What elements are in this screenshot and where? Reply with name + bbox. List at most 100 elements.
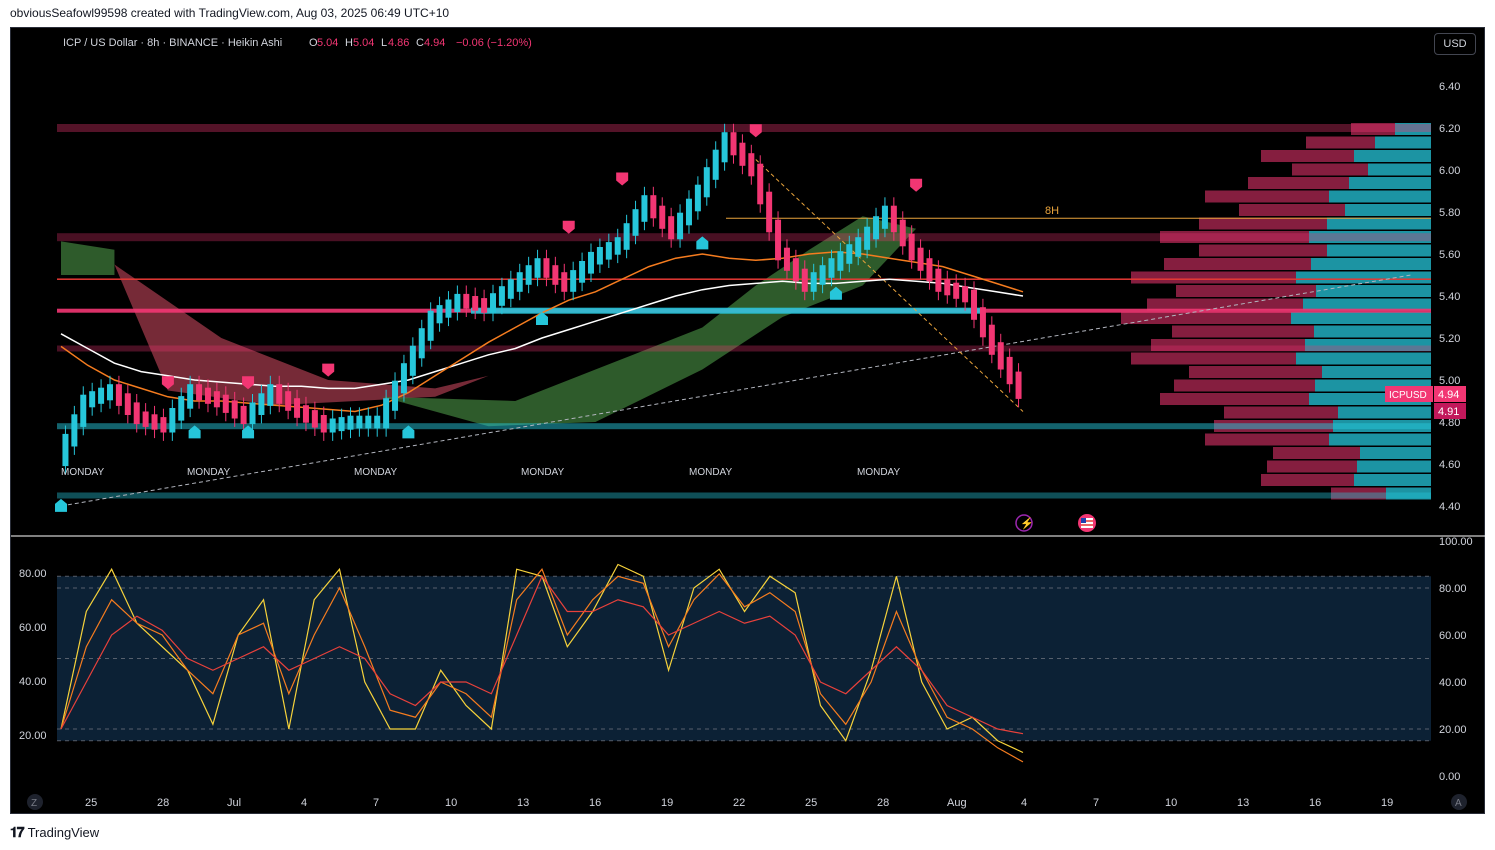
profile-bar-buy [1329, 433, 1431, 446]
buy-signal-marker [696, 236, 709, 250]
oscillator-axis-label: 0.00 [1439, 771, 1460, 783]
session-labels: MONDAY MONDAY MONDAY MONDAY MONDAY MONDA… [61, 467, 900, 478]
time-axis-label: Jul [227, 797, 241, 809]
time-axis-label: 19 [1381, 797, 1393, 809]
oscillator-left-label: 20.00 [19, 730, 47, 742]
price-level [57, 233, 1431, 242]
candle-up [454, 293, 461, 313]
oscillator-axis-label: 40.00 [1439, 677, 1467, 689]
profile-bar-buy [1309, 231, 1431, 243]
candle-down [890, 205, 897, 233]
candle-up [864, 226, 871, 250]
profile-bar-sell [1292, 163, 1368, 176]
candle-up [623, 223, 630, 250]
candle-down [935, 268, 942, 292]
profile-bar-buy [1314, 325, 1431, 338]
candle-down [222, 394, 229, 413]
profile-bar-sell [1172, 325, 1314, 338]
legend-h-value: 5.04 [353, 37, 374, 49]
candle-up [347, 415, 354, 430]
profile-bar-buy [1296, 352, 1431, 365]
cloud-bull [381, 216, 917, 427]
candle-up [365, 415, 372, 429]
buy-signal-marker [55, 498, 67, 512]
price-axis-label: 6.20 [1439, 123, 1460, 135]
candle-up [819, 265, 826, 285]
price-axis-label: 5.60 [1439, 249, 1460, 261]
candle-down [962, 286, 969, 303]
ichimoku-cloud [61, 216, 917, 427]
profile-bar-sell [1174, 379, 1315, 392]
candle-down [204, 387, 211, 404]
time-axis-label: 16 [589, 797, 601, 809]
candle-up [846, 244, 853, 264]
profile-bar-sell [1205, 190, 1329, 203]
candle-down [294, 398, 301, 418]
candle-down [481, 298, 488, 313]
candle-up [392, 380, 399, 411]
candle-down [926, 258, 933, 282]
lightning-icon[interactable]: ⚡ [1015, 514, 1034, 532]
profile-bar-sell [1261, 474, 1354, 486]
buy-signal-marker [829, 286, 842, 300]
candle-down [792, 258, 799, 282]
currency-button[interactable]: USD [1434, 33, 1476, 55]
ma-white-line [60, 278, 1024, 390]
time-axis-label: Aug [947, 797, 967, 809]
price-axis-label: 4.40 [1439, 501, 1460, 513]
stoch-d-line [60, 568, 1024, 763]
auto-scale-button[interactable] [1451, 794, 1467, 810]
time-axis-label: 28 [157, 797, 169, 809]
signal-markers [55, 124, 923, 512]
price-axis[interactable]: 6.40 6.20 6.00 5.80 5.60 5.40 5.20 5.00 4.80 4.60… [1439, 81, 1460, 513]
time-axis-label: 4 [1021, 797, 1027, 809]
sell-signal-marker [616, 172, 629, 186]
buy-signal-marker [402, 425, 415, 439]
oscillator-axis: 100.00 80.00 60.00 40.00 20.00 0.00 [1439, 536, 1473, 783]
symbol-tag: ICPUSD [1389, 390, 1427, 401]
candle-up [534, 258, 541, 278]
candle-down [899, 219, 906, 247]
candle-down [311, 410, 318, 428]
price-axis-label: 4.60 [1439, 459, 1460, 471]
candle-down [142, 411, 149, 427]
us-flag-icon[interactable] [1078, 514, 1096, 532]
candle-down [971, 289, 978, 320]
candle-down [472, 296, 479, 311]
profile-bar-sell [1199, 244, 1327, 257]
time-axis[interactable]: 25 28 Jul 4 7 10 13 16 19 22 25 28 Aug 4 7 10 13 16 19 [85, 797, 1393, 809]
cloud-bull [61, 241, 115, 275]
profile-bar-buy [1322, 366, 1431, 378]
candle-down [231, 400, 238, 419]
price-level [57, 124, 1431, 132]
chart-frame[interactable]: ICP / US Dollar · 8h · BINANCE · Heikin … [10, 27, 1486, 815]
price-chart[interactable]: ICP / US Dollar · 8h · BINANCE · Heikin … [11, 28, 1486, 815]
legend-c-value: 4.94 [424, 37, 445, 49]
session-label: MONDAY [61, 467, 104, 478]
candle-up [356, 415, 363, 429]
zoom-button[interactable] [27, 794, 43, 810]
buy-signal-marker [242, 425, 255, 439]
candles [62, 123, 1022, 475]
buy-signal-marker [188, 425, 201, 439]
price-axis-label: 5.40 [1439, 291, 1460, 303]
candle-down [552, 265, 559, 285]
candle-up [329, 418, 336, 433]
profile-bar-sell [1261, 150, 1354, 162]
last-price-tag-bg [1434, 386, 1466, 402]
candle-down [133, 402, 140, 425]
candle-down [1015, 371, 1022, 399]
legend-l-value: 4.86 [388, 37, 409, 49]
candle-up [267, 384, 274, 406]
candle-up [685, 198, 692, 226]
candle-down [151, 414, 158, 430]
profile-bar-sell [1267, 460, 1357, 473]
footer-logo[interactable]: 𝟏𝟕 TradingView [10, 824, 99, 841]
profile-bar-buy [1395, 123, 1431, 135]
candle-down [285, 391, 292, 411]
candle-up [427, 310, 434, 341]
candle-up [873, 216, 880, 240]
session-label: MONDAY [689, 467, 732, 478]
oscillator-left-label: 80.00 [19, 568, 47, 580]
candle-up [490, 293, 497, 313]
